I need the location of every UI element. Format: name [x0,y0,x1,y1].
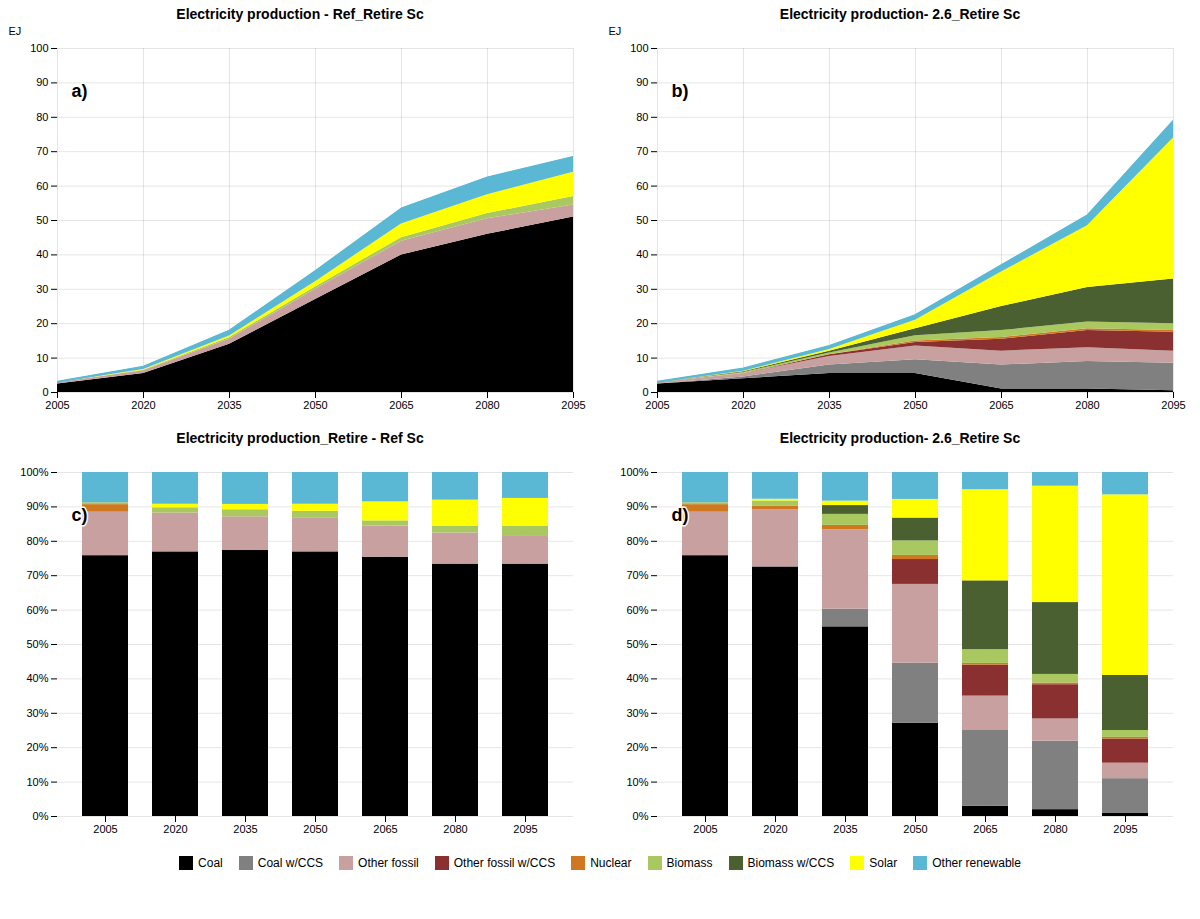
svg-text:2035: 2035 [817,399,841,411]
svg-text:2080: 2080 [1043,823,1067,835]
svg-text:20: 20 [636,317,648,329]
svg-text:80: 80 [36,111,48,123]
svg-text:80%: 80% [26,535,48,547]
svg-text:2020: 2020 [131,399,155,411]
svg-text:100%: 100% [620,466,648,478]
html-text:Coal: Coal [198,856,223,870]
svg-text:30%: 30% [626,707,648,719]
svg-text:10%: 10% [626,776,648,788]
html-text:Electricity production- 2.6_Re: Electricity production- 2.6_Retire Sc [779,430,1021,446]
svg-text:60%: 60% [26,604,48,616]
html-text:Electricity production_Retire: Electricity production_Retire - Ref Sc [176,430,424,446]
svg-text:c): c) [72,505,88,525]
html-text:Other fossil w/CCS: Other fossil w/CCS [453,856,556,870]
svg-text:60: 60 [636,180,648,192]
svg-text:2035: 2035 [217,399,241,411]
svg-text:50%: 50% [26,638,48,650]
svg-text:0%: 0% [633,810,649,822]
svg-text:60%: 60% [626,604,648,616]
svg-text:2065: 2065 [973,823,997,835]
svg-text:2065: 2065 [989,399,1013,411]
svg-text:2080: 2080 [443,823,467,835]
svg-text:30%: 30% [26,707,48,719]
svg-text:10: 10 [36,352,48,364]
svg-text:30: 30 [636,283,648,295]
svg-text:2005: 2005 [45,399,69,411]
html-text:Other fossil: Other fossil [358,856,419,870]
svg-text:2020: 2020 [731,399,755,411]
svg-text:2050: 2050 [303,823,327,835]
svg-text:40%: 40% [26,672,48,684]
svg-text:90: 90 [36,76,48,88]
svg-text:50%: 50% [626,638,648,650]
svg-text:100: 100 [630,42,648,54]
html-text:Electricity production- 2.6_Re: Electricity production- 2.6_Retire Sc [779,6,1021,22]
svg-text:2035: 2035 [233,823,257,835]
svg-text:30: 30 [36,283,48,295]
svg-text:b): b) [672,81,689,101]
svg-text:2005: 2005 [645,399,669,411]
svg-text:40%: 40% [626,672,648,684]
svg-text:2005: 2005 [93,823,117,835]
svg-text:2050: 2050 [903,823,927,835]
svg-text:20%: 20% [26,741,48,753]
svg-text:0: 0 [42,386,48,398]
svg-text:2095: 2095 [1161,399,1185,411]
svg-text:90%: 90% [626,500,648,512]
svg-text:2020: 2020 [763,823,787,835]
svg-text:40: 40 [636,248,648,260]
svg-text:70: 70 [36,145,48,157]
svg-text:70%: 70% [626,569,648,581]
svg-text:10%: 10% [26,776,48,788]
svg-text:2050: 2050 [303,399,327,411]
svg-text:2005: 2005 [693,823,717,835]
html-text:Nuclear: Nuclear [590,856,632,870]
svg-text:2050: 2050 [903,399,927,411]
html-text:Electricity production - Ref_R: Electricity production - Ref_Retire Sc [176,6,424,22]
svg-text:EJ: EJ [609,25,622,37]
svg-text:2095: 2095 [513,823,537,835]
svg-text:100%: 100% [20,466,48,478]
svg-text:EJ: EJ [9,25,22,37]
html-text:Biomass w/CCS: Biomass w/CCS [747,856,835,870]
svg-text:50: 50 [36,214,48,226]
svg-text:2080: 2080 [475,399,499,411]
svg-text:90%: 90% [26,500,48,512]
html-text:Other renewable: Other renewable [932,856,1021,870]
svg-text:10: 10 [636,352,648,364]
svg-text:60: 60 [36,180,48,192]
svg-text:a): a) [72,81,88,101]
svg-text:20%: 20% [626,741,648,753]
svg-text:2095: 2095 [561,399,585,411]
svg-text:90: 90 [636,76,648,88]
svg-text:2020: 2020 [163,823,187,835]
svg-text:70: 70 [636,145,648,157]
svg-text:0: 0 [642,386,648,398]
html-text:Solar: Solar [869,856,898,870]
svg-text:50: 50 [636,214,648,226]
svg-text:2080: 2080 [1075,399,1099,411]
svg-text:80: 80 [636,111,648,123]
svg-text:20: 20 [36,317,48,329]
svg-text:80%: 80% [626,535,648,547]
svg-text:2065: 2065 [389,399,413,411]
html-text:Biomass: Biomass [666,856,713,870]
svg-text:100: 100 [30,42,48,54]
svg-text:2065: 2065 [373,823,397,835]
svg-text:2095: 2095 [1113,823,1137,835]
svg-text:0%: 0% [33,810,49,822]
html-text:Coal w/CCS: Coal w/CCS [257,856,324,870]
svg-text:2035: 2035 [833,823,857,835]
svg-text:40: 40 [36,248,48,260]
svg-text:d): d) [672,505,689,525]
svg-text:70%: 70% [26,569,48,581]
